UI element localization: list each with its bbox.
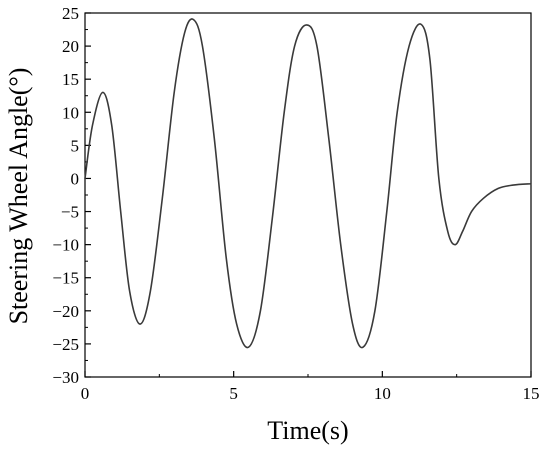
y-tick-label: −20 [52, 302, 79, 321]
y-tick-label: 25 [62, 4, 79, 23]
y-tick-label: 0 [71, 169, 80, 188]
y-tick-label: −15 [52, 269, 79, 288]
y-tick-label: −10 [52, 236, 79, 255]
plot-frame [84, 12, 532, 378]
y-tick-label: 15 [62, 70, 79, 89]
x-tick-label: 10 [374, 384, 391, 403]
y-axis-title: Steering Wheel Angle(°) [4, 68, 33, 325]
series-line [84, 18, 532, 349]
y-tick-label: 20 [62, 37, 79, 56]
y-tick-label: −5 [61, 203, 79, 222]
series-lines [84, 18, 532, 349]
y-tick-label: 5 [71, 136, 80, 155]
y-tick-label: −25 [52, 335, 79, 354]
x-tick-label: 15 [523, 384, 540, 403]
plot-area [84, 12, 532, 378]
axis-ticks [84, 12, 532, 378]
y-tick-label: 10 [62, 103, 79, 122]
x-tick-label: 0 [81, 384, 90, 403]
y-tick-label: −30 [52, 368, 79, 387]
x-tick-label: 5 [229, 384, 238, 403]
x-axis-title: Time(s) [267, 416, 348, 445]
tick-labels: 0 5 10 15 −30 −25 −20 −15 −10 −5 0 5 10 15 20 25 [52, 4, 539, 403]
